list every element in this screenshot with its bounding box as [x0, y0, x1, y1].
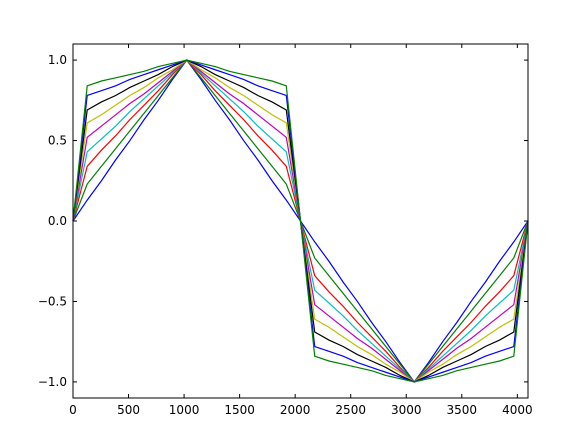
y-tick-label: 0.5: [48, 134, 67, 148]
x-tick-label: 1500: [224, 403, 255, 417]
y-tick-label: −1.0: [38, 375, 67, 389]
y-tick-label: −0.5: [38, 294, 67, 308]
x-tick-label: 3000: [391, 403, 422, 417]
x-tick-label: 2000: [280, 403, 311, 417]
x-tick-label: 2500: [335, 403, 366, 417]
x-tick-label: 3500: [447, 403, 478, 417]
x-tick-label: 500: [117, 403, 140, 417]
x-tick-label: 4000: [502, 403, 533, 417]
series-line: [72, 59, 529, 383]
x-tick-label: 1000: [169, 403, 200, 417]
x-tick-label: 0: [69, 403, 77, 417]
y-tick-label: 1.0: [48, 53, 67, 67]
y-tick-label: 0.0: [48, 214, 67, 228]
